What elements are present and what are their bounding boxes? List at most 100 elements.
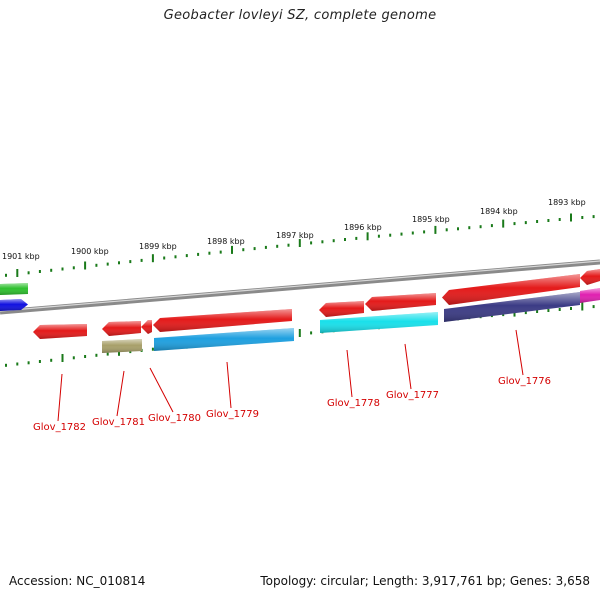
inner-tick-mark [16, 362, 19, 366]
map-title: Geobacter lovleyi SZ, complete genome [163, 8, 437, 23]
outer-tick-mark [95, 263, 98, 267]
tick-label: 1895 kbp [412, 215, 450, 224]
tick-label: 1901 kbp [2, 252, 40, 261]
outer-tick-ring [5, 213, 595, 277]
outer-tick-mark [219, 250, 222, 254]
outer-tick-mark [197, 252, 200, 256]
gene-label: Glov_1779 [206, 409, 259, 420]
outer-tick-mark [434, 225, 437, 234]
inner-tick-mark [84, 355, 87, 358]
outer-tick-mark [411, 231, 414, 235]
outer-tick-mark [185, 254, 188, 258]
gene-arrow-shading [580, 288, 600, 303]
gene-leader-line [116, 370, 125, 417]
inner-tick-mark [310, 331, 313, 335]
tick-labels: 1901 kbp 1900 kbp 1899 kbp 1898 kbp 1897 kbp… [2, 198, 586, 261]
outer-tick-mark [242, 248, 245, 252]
outer-tick-mark [287, 243, 290, 247]
outer-tick-mark [457, 227, 459, 231]
inner-tick-mark [129, 350, 132, 354]
inner-tick-mark [61, 354, 64, 362]
outer-tick-mark [479, 225, 482, 229]
inner-tick-mark [592, 305, 595, 309]
inner-tick-mark [151, 347, 154, 351]
outer-tick-mark [581, 216, 584, 219]
gene-arrow-shading [102, 339, 142, 353]
outer-tick-mark [174, 255, 177, 259]
gene-arrow-shading [442, 274, 580, 305]
outer-tick-mark [208, 251, 211, 255]
outer-tick-mark [524, 221, 527, 225]
outer-tick-mark [140, 258, 143, 262]
tick-label: 1894 kbp [480, 207, 518, 216]
tick-label: 1896 kbp [344, 223, 382, 232]
tick-label: 1898 kbp [207, 237, 245, 246]
inner-tick-mark [106, 352, 109, 356]
gene-label: Glov_1781 [92, 417, 145, 428]
gene-arrow-shading [320, 312, 438, 333]
outer-tick-mark [27, 271, 30, 275]
outer-tick-mark [253, 247, 256, 251]
outer-tick-mark [513, 222, 516, 226]
gene-label: Glov_1778 [327, 398, 380, 409]
tick-label: 1899 kbp [139, 242, 177, 251]
gene-arrow-shading [580, 269, 600, 285]
outer-tick-mark [163, 256, 166, 260]
outer-tick-mark [536, 220, 539, 223]
gene-label: Glov_1782 [33, 422, 86, 433]
inner-tick-mark [547, 309, 550, 312]
inner-tick-mark [38, 360, 41, 363]
outer-tick-mark [547, 219, 550, 222]
gene-arrow-shading [33, 324, 87, 339]
topology-text: Topology: circular; Length: 3,917,761 bp… [260, 574, 590, 588]
outer-tick-mark [389, 233, 392, 237]
outer-tick-mark [468, 226, 471, 230]
inner-tick-mark [502, 313, 505, 317]
tick-label: 1897 kbp [276, 231, 314, 240]
outer-tick-mark [377, 234, 380, 238]
outer-tick-mark [231, 245, 233, 254]
inner-tick-mark [581, 302, 584, 311]
outer-tick-mark [502, 219, 505, 228]
inner-tick-mark [558, 308, 561, 311]
gene-arrow-shading [141, 320, 152, 334]
gene-leader-line [149, 367, 174, 413]
gene-arrow-shading [102, 321, 141, 336]
inner-tick-mark [5, 363, 7, 367]
inner-tick-mark [570, 307, 572, 310]
outer-tick-mark [151, 254, 154, 263]
outer-tick-mark [366, 232, 369, 241]
inner-tick-mark [27, 361, 30, 365]
gene-arrow-shading [0, 283, 28, 295]
outer-tick-mark [129, 260, 132, 264]
genome-backbone-highlight [0, 260, 600, 312]
outer-tick-mark [570, 213, 572, 222]
gene-arrow-shading [365, 293, 436, 311]
outer-tick-mark [50, 268, 53, 272]
outer-tick-mark [16, 269, 19, 277]
gene-arrow-shading [0, 299, 28, 311]
outer-tick-mark [355, 236, 358, 240]
outer-tick-mark [5, 273, 7, 277]
outer-tick-mark [445, 228, 448, 232]
outer-tick-mark [298, 239, 301, 247]
gene-leader-line [404, 343, 412, 390]
inner-tick-mark [50, 358, 53, 362]
gene-leader-line [515, 329, 524, 376]
gene-label: Glov_1780 [148, 413, 201, 424]
inner-tick-mark [95, 353, 98, 357]
outer-tick-mark [118, 261, 120, 265]
accession-text: Accession: NC_010814 [9, 574, 146, 588]
gene-arrow-shading [153, 309, 292, 332]
gene-labels: Glov_1782 Glov_1781 Glov_1780 Glov_1779 Glov… [33, 329, 551, 433]
gene-track [0, 269, 600, 353]
outer-tick-mark [332, 239, 335, 243]
tick-label: 1900 kbp [71, 247, 109, 256]
tick-label: 1893 kbp [548, 198, 586, 207]
outer-tick-mark [84, 261, 87, 270]
outer-tick-mark [38, 270, 41, 273]
gene-label: Glov_1777 [386, 390, 439, 401]
outer-tick-mark [276, 244, 279, 248]
outer-tick-mark [264, 245, 267, 249]
